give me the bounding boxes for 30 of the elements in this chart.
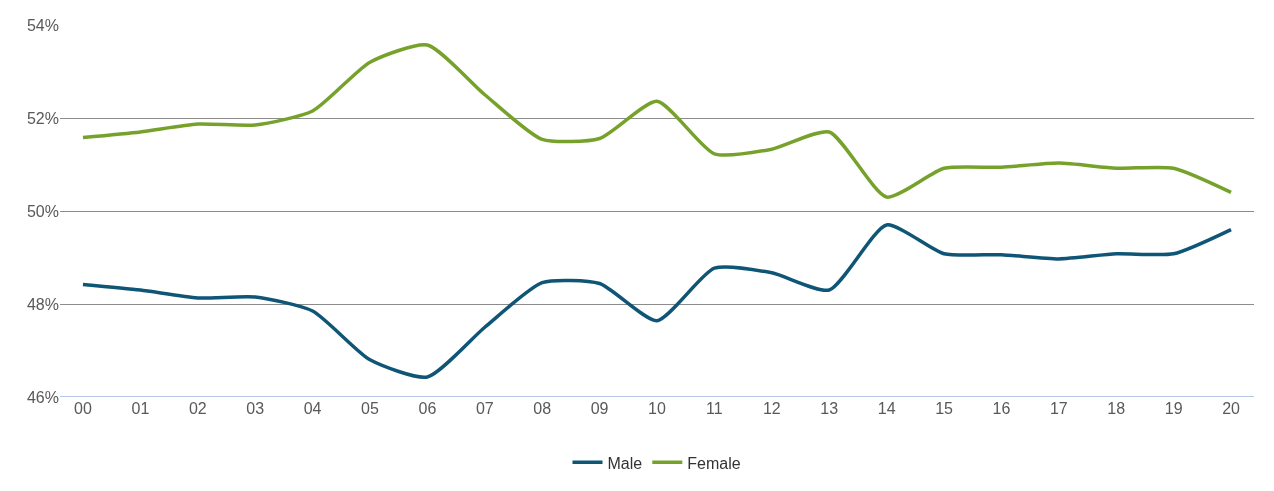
x-tick-label: 14 (877, 400, 896, 417)
x-tick-label: 01 (131, 400, 150, 417)
x-tick-label: 09 (590, 400, 609, 417)
x-tick-label: 00 (74, 400, 92, 417)
x-tick-label: 17 (1049, 400, 1068, 417)
x-tick-label: 07 (475, 400, 494, 417)
x-tick-label: 10 (648, 400, 666, 417)
x-tick-label: 16 (992, 400, 1011, 417)
y-tick-label: 54% (26, 16, 59, 34)
x-tick-label: 11 (706, 400, 723, 417)
x-tick-label: 19 (1164, 400, 1183, 417)
x-tick-label: 02 (188, 400, 207, 417)
x-tick-label: 06 (418, 400, 437, 417)
x-tick-label: 13 (820, 400, 839, 417)
y-tick-label: 50% (26, 202, 59, 220)
x-tick-label: 15 (935, 400, 954, 417)
y-tick-label: 48% (26, 295, 59, 313)
y-tick-label: 46% (26, 388, 59, 406)
legend-label: Male (607, 454, 643, 472)
x-tick-label: 03 (246, 400, 265, 417)
legend-label: Female (687, 454, 741, 472)
x-tick-label: 18 (1107, 400, 1126, 417)
x-tick-label: 05 (361, 400, 379, 417)
x-tick-label: 04 (303, 400, 322, 417)
x-tick-label: 08 (533, 400, 552, 417)
y-tick-label: 52% (26, 109, 59, 127)
line-series (81, 43, 1233, 199)
x-tick-label: 20 (1222, 400, 1241, 417)
line-series (81, 223, 1233, 379)
x-tick-label: 12 (762, 400, 781, 417)
